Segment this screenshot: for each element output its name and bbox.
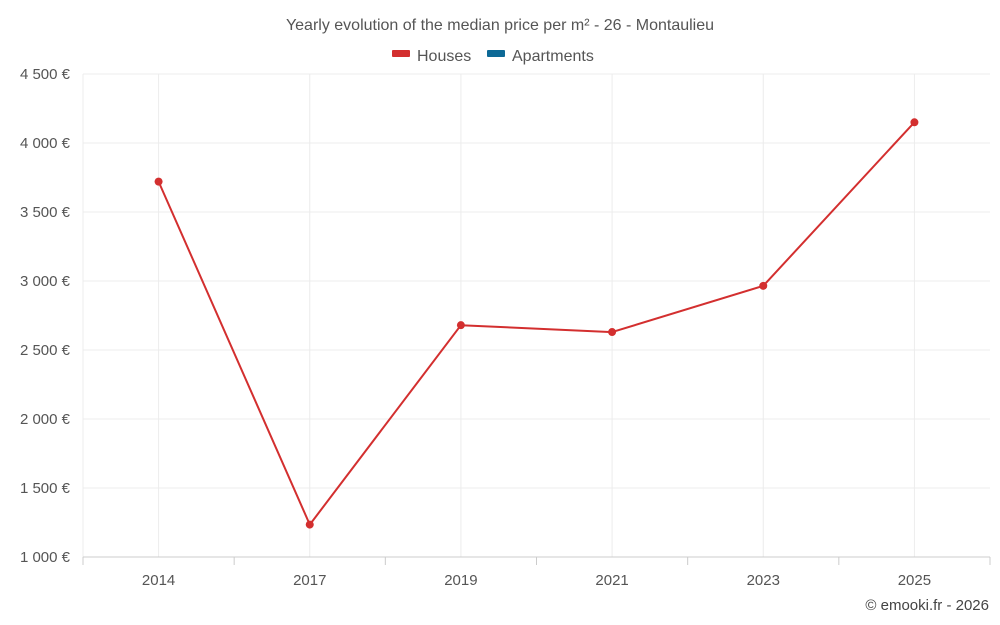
- x-tick-label: 2017: [293, 572, 326, 589]
- chart-title: Yearly evolution of the median price per…: [286, 17, 714, 34]
- legend-label-houses[interactable]: Houses: [417, 48, 471, 65]
- data-point: [154, 177, 163, 186]
- legend: Houses Apartments: [392, 48, 594, 65]
- data-point: [456, 321, 465, 330]
- y-tick-label: 3 500 €: [20, 204, 71, 221]
- axes: 1 000 € 1 500 € 2 000 € 2 500 € 3 000 € 3 500…: [20, 66, 991, 589]
- series-layer: [154, 118, 919, 529]
- y-tick-label: 1 000 €: [20, 549, 71, 566]
- legend-swatch-houses: [392, 50, 410, 57]
- y-tick-label: 2 500 €: [20, 342, 71, 359]
- x-tick-label: 2023: [747, 572, 780, 589]
- x-tick-label: 2025: [898, 572, 931, 589]
- data-point: [910, 118, 919, 127]
- series-line-houses: [157, 121, 916, 526]
- y-tick-label: 2 000 €: [20, 411, 71, 428]
- credit-text: © emooki.fr - 2026: [865, 597, 989, 614]
- x-tick-label: 2014: [142, 572, 175, 589]
- y-tick-label: 4 500 €: [20, 66, 71, 83]
- data-point: [759, 281, 768, 290]
- x-tick-label: 2021: [595, 572, 628, 589]
- data-point: [608, 328, 617, 337]
- data-point: [305, 520, 314, 529]
- grid: [82, 73, 990, 557]
- y-tick-label: 3 000 €: [20, 273, 71, 290]
- x-tick-label: 2019: [444, 572, 477, 589]
- legend-label-apartments[interactable]: Apartments: [512, 48, 594, 65]
- y-tick-label: 1 500 €: [20, 480, 71, 497]
- y-tick-label: 4 000 €: [20, 135, 71, 152]
- legend-swatch-apartments: [487, 50, 505, 57]
